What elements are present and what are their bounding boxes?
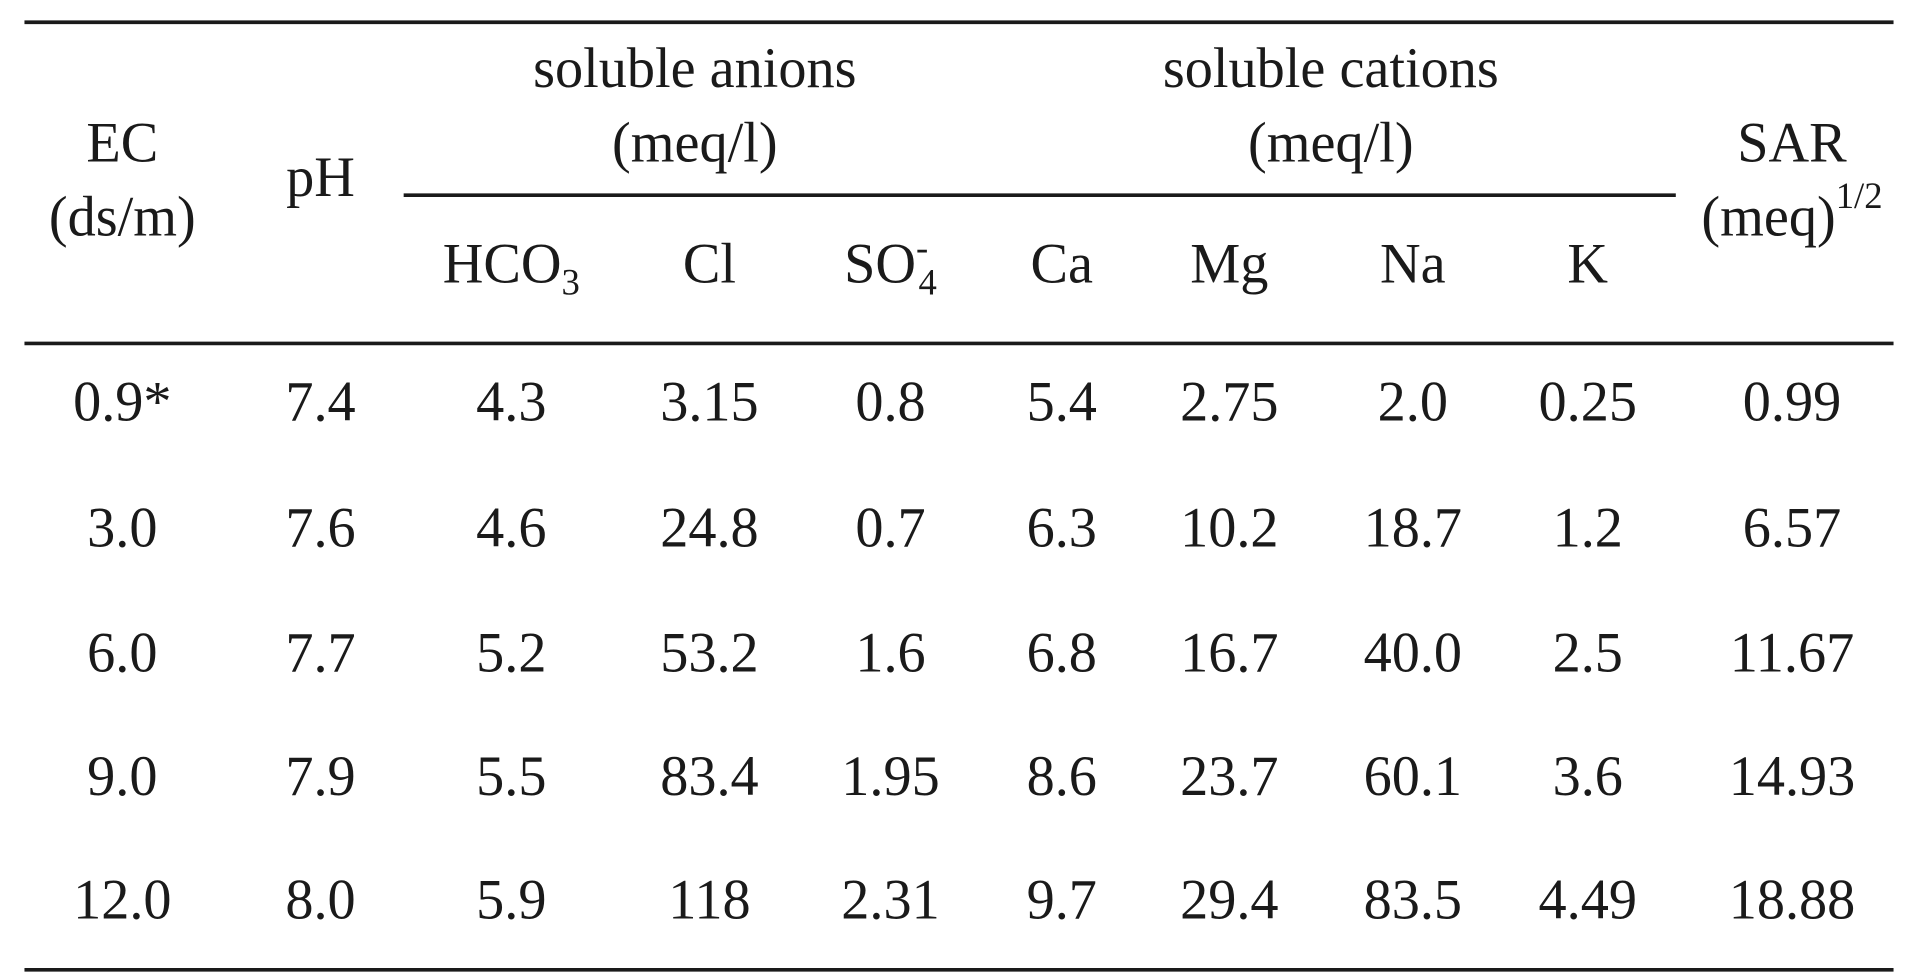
header-text: Na <box>1380 233 1446 295</box>
table-cell: 83.5 <box>1364 869 1462 931</box>
table-cell: 9.0 <box>87 746 157 808</box>
table-cell: 14.93 <box>1729 746 1856 808</box>
column-header: K <box>1567 233 1608 295</box>
table-cell: 18.7 <box>1364 498 1462 560</box>
table-cell: 12.0 <box>73 869 171 931</box>
table-cell: 10.2 <box>1180 498 1278 560</box>
table-cell: 60.1 <box>1364 746 1462 808</box>
unit-text: (meq) <box>1701 186 1835 248</box>
table-cell: 8.6 <box>1027 746 1097 808</box>
table-cell: 2.75 <box>1180 371 1278 433</box>
table-cell: 4.49 <box>1539 869 1637 931</box>
header-text: Ca <box>1031 233 1093 295</box>
table-cell: 24.8 <box>660 498 758 560</box>
table-cell: 5.5 <box>476 746 546 808</box>
header-text: K <box>1567 233 1608 295</box>
table-cell: 3.6 <box>1553 746 1623 808</box>
superscript: 1/2 <box>1836 175 1883 216</box>
table-cell: 7.9 <box>285 746 355 808</box>
table-cell: 1.6 <box>855 622 925 684</box>
table-cell: 2.0 <box>1378 371 1448 433</box>
column-header-unit: (meq)1/2 <box>1701 175 1882 248</box>
header-text: Cl <box>683 233 736 295</box>
group-header-unit: (meq/l) <box>612 112 778 174</box>
superscript: - <box>916 227 928 268</box>
table-cell: 18.88 <box>1729 869 1856 931</box>
group-header: soluble cations <box>1163 38 1499 100</box>
column-header: HCO3 <box>443 233 580 303</box>
table-cell: 0.8 <box>855 371 925 433</box>
table-cell: 2.31 <box>841 869 939 931</box>
column-header: Ca <box>1031 233 1093 295</box>
table-cell: 11.67 <box>1730 622 1854 684</box>
table-cell: 7.7 <box>285 622 355 684</box>
table-cell: 0.99 <box>1743 371 1841 433</box>
column-header: pH <box>286 147 355 209</box>
table-cell: 0.25 <box>1539 371 1637 433</box>
table-cell: 0.9* <box>73 371 171 433</box>
table-cell: 5.9 <box>476 869 546 931</box>
column-header: EC <box>86 112 158 174</box>
table-cell: 1.95 <box>841 746 939 808</box>
column-header: SO-4 <box>844 227 937 303</box>
column-header-unit: (ds/m) <box>49 186 196 248</box>
table-cell: 23.7 <box>1180 746 1278 808</box>
group-header: soluble anions <box>533 38 856 100</box>
column-header: Mg <box>1190 233 1268 295</box>
table-cell: 1.2 <box>1553 498 1623 560</box>
table-cell: 4.3 <box>476 371 546 433</box>
table-cell: 3.15 <box>660 371 758 433</box>
column-header: Na <box>1380 233 1446 295</box>
table-cell: 5.2 <box>476 622 546 684</box>
table-cell: 2.5 <box>1553 622 1623 684</box>
table-cell: 9.7 <box>1027 869 1097 931</box>
subscript: 3 <box>562 262 580 303</box>
table-cell: 29.4 <box>1180 869 1278 931</box>
column-header: Cl <box>683 233 736 295</box>
table-cell: 0.7 <box>855 498 925 560</box>
table-cell: 5.4 <box>1027 371 1097 433</box>
table-cell: 4.6 <box>476 498 546 560</box>
table-cell: 6.57 <box>1743 498 1841 560</box>
table-cell: 118 <box>668 869 750 931</box>
header-text: pH <box>286 147 355 209</box>
column-header: SAR <box>1737 112 1847 174</box>
table-cell: 6.3 <box>1027 498 1097 560</box>
table-cell: 83.4 <box>660 746 758 808</box>
table-cell: 6.8 <box>1027 622 1097 684</box>
header-text: SO <box>844 233 916 295</box>
header-text: Mg <box>1190 233 1268 295</box>
table-cell: 8.0 <box>285 869 355 931</box>
unit-text: (ds/m) <box>49 186 196 248</box>
table-cell: 40.0 <box>1364 622 1462 684</box>
table-cell: 3.0 <box>87 498 157 560</box>
subscript: 4 <box>918 262 936 303</box>
table-cell: 6.0 <box>87 622 157 684</box>
table-cell: 53.2 <box>660 622 758 684</box>
header-text: HCO <box>443 233 562 295</box>
table-cell: 7.4 <box>285 371 355 433</box>
table-cell: 7.6 <box>285 498 355 560</box>
table-cell: 16.7 <box>1180 622 1278 684</box>
group-header-unit: (meq/l) <box>1248 112 1414 174</box>
